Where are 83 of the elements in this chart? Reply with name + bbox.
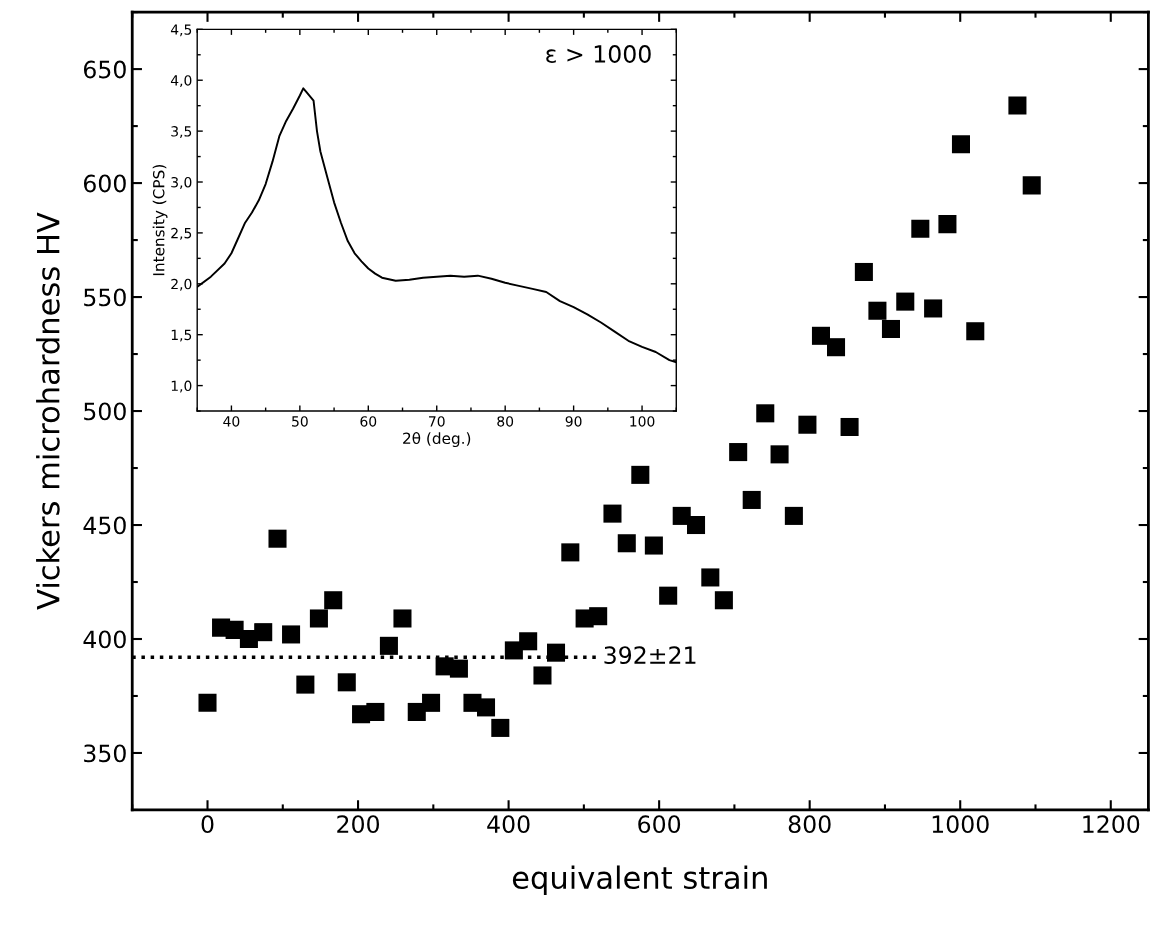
point (729, 443, 748, 462)
point (938, 215, 957, 234)
point (924, 299, 943, 318)
x-axis-title: equivalent strain (512, 865, 767, 896)
y-tick-label: 450 (83, 516, 126, 535)
point (659, 586, 678, 605)
point (951, 135, 970, 154)
point (379, 636, 398, 655)
point (198, 693, 217, 712)
point (644, 536, 663, 555)
point (491, 718, 510, 737)
y-tick-label: 350 (84, 744, 126, 763)
point (422, 693, 441, 712)
y-tick-label: 400 (83, 630, 126, 649)
point (966, 322, 985, 341)
point (827, 338, 846, 357)
x-tick-label: 1000 (932, 815, 989, 834)
y-tick-label: 2,5 (171, 227, 192, 240)
y-tick-label: 3,5 (171, 126, 192, 139)
point (337, 673, 356, 692)
point (868, 301, 887, 320)
point (686, 515, 706, 535)
point (561, 543, 580, 562)
x-tick-label: 80 (497, 416, 514, 427)
point (282, 625, 301, 644)
x-tick-label: 40 (223, 416, 240, 427)
point (854, 262, 873, 282)
annotation: 392±21 (604, 646, 696, 665)
point (1008, 96, 1027, 115)
y-tick-label: 1,0 (171, 380, 192, 393)
y-tick-label: 4,5 (170, 24, 192, 37)
x-tick-label: 400 (487, 815, 530, 834)
x-tick-label: 800 (788, 815, 831, 834)
point (519, 632, 538, 651)
x-tick-label: 90 (565, 416, 582, 427)
point (742, 490, 761, 509)
point (603, 504, 622, 523)
point (881, 319, 900, 338)
point (756, 404, 775, 423)
point (268, 529, 287, 548)
point (631, 465, 650, 484)
point (896, 292, 915, 311)
y-tick-label: 3,0 (171, 176, 192, 189)
y-tick-label: 500 (84, 402, 126, 421)
y-axis-title: Vickers microhardness HV (36, 212, 60, 610)
point (449, 659, 468, 678)
y-axis-title: Intensity (CPS) (152, 165, 168, 276)
x-tick-label: 70 (429, 416, 445, 427)
x-tick-label: 100 (630, 416, 655, 427)
point (840, 417, 859, 437)
point (589, 607, 608, 626)
point (811, 326, 830, 345)
point (324, 591, 343, 610)
y-tick-label: 650 (83, 60, 126, 79)
y-tick-label: 550 (84, 288, 126, 307)
point (911, 219, 930, 238)
annotation: ε > 1000 (546, 45, 651, 63)
y-tick-label: 1,5 (171, 329, 192, 342)
point (701, 568, 720, 587)
x-tick-label: 600 (638, 815, 681, 834)
point (533, 666, 552, 685)
point (770, 445, 789, 464)
x-tick-label: 60 (360, 416, 377, 427)
point (309, 609, 328, 628)
y-tick-label: 2,0 (171, 278, 192, 291)
point (296, 675, 315, 694)
x-tick-label: 50 (292, 416, 308, 427)
y-tick-label: 4,0 (170, 75, 192, 88)
x-tick-label: 200 (337, 815, 380, 834)
x-tick-label: 0 (201, 815, 214, 834)
point (784, 506, 803, 525)
point (393, 609, 412, 628)
point (798, 415, 817, 434)
point (617, 534, 636, 553)
point (546, 643, 566, 662)
y-tick-label: 600 (83, 174, 126, 193)
point (254, 623, 273, 642)
point (476, 698, 496, 717)
point (714, 591, 733, 610)
x-tick-label: 1200 (1083, 815, 1140, 834)
point (366, 702, 385, 721)
point (1022, 176, 1041, 195)
x-axis-title: 2θ (deg.) (403, 432, 471, 448)
